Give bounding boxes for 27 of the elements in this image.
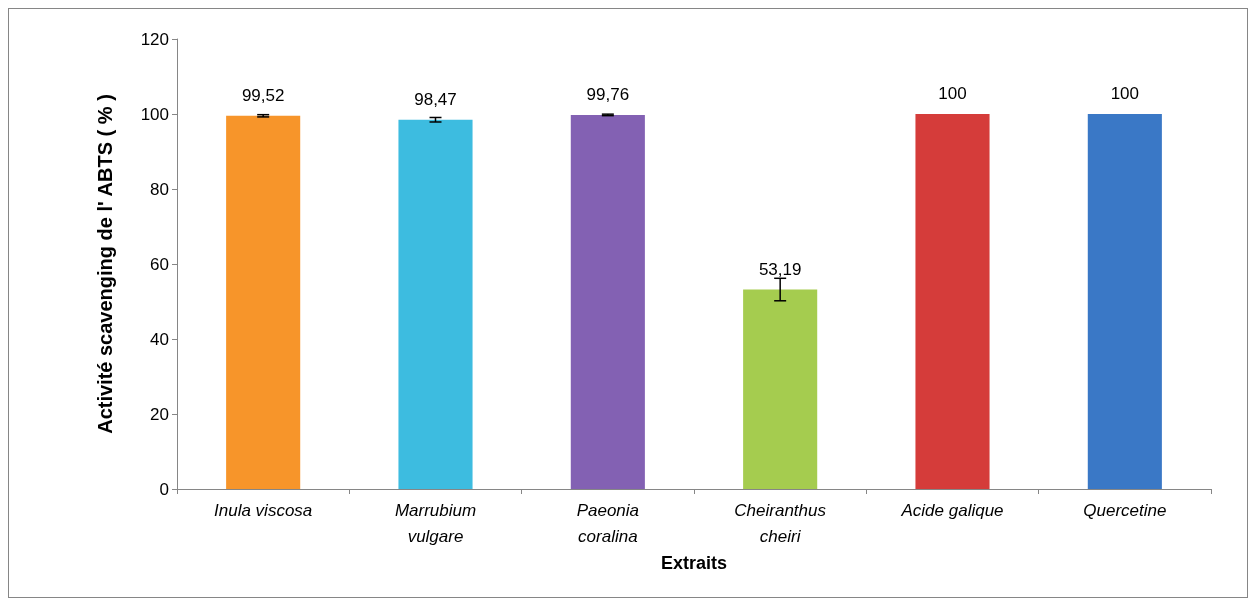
bar (743, 289, 818, 489)
y-tick-label: 60 (150, 254, 169, 274)
data-label: 98,47 (414, 89, 457, 109)
y-tick-label: 40 (150, 329, 169, 349)
y-tick-label: 120 (140, 29, 169, 49)
x-tick-label: Paeonia coralina (576, 500, 640, 546)
y-tick-label: 20 (150, 404, 169, 424)
x-tick-label: Acide galique (900, 500, 1004, 520)
y-tick-label: 100 (140, 104, 169, 124)
bar (915, 114, 990, 489)
x-tick-label: Quercetine (1083, 500, 1167, 520)
bar (226, 115, 301, 489)
x-tick-label: Inula viscosa (214, 500, 313, 520)
bar (398, 119, 473, 489)
y-axis-title: Activité scavenging de l' ABTS ( % ) (94, 94, 116, 434)
bar (570, 114, 645, 489)
x-axis-title: Extraits (660, 552, 728, 573)
x-tick-label: Marrubium vulgare (394, 500, 477, 546)
data-label: 100 (938, 84, 967, 103)
y-tick-label: 0 (159, 479, 169, 499)
data-label: 53,19 (758, 259, 802, 279)
y-tick-label: 80 (150, 179, 169, 199)
data-label: 99,52 (241, 85, 285, 105)
x-tick-label: Cheiranthus cheiri (734, 500, 827, 546)
data-label: 99,76 (586, 84, 630, 104)
data-label: 100 (1110, 84, 1140, 103)
bar (1087, 114, 1162, 489)
